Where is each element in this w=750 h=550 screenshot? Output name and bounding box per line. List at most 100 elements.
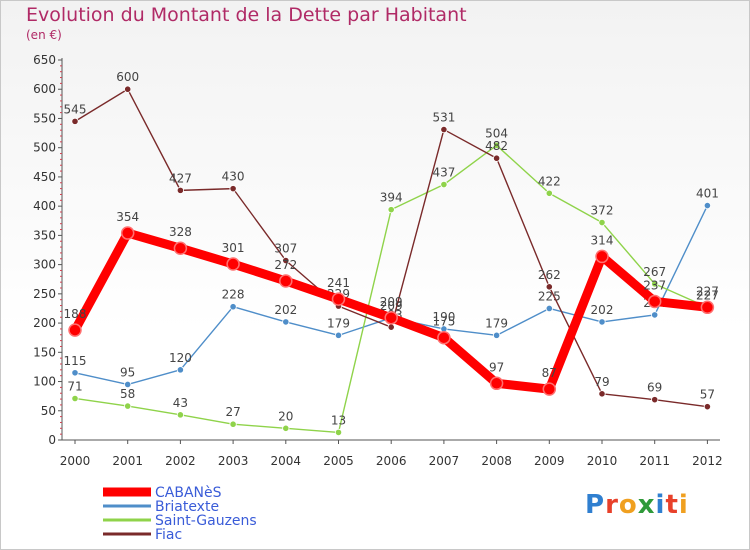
data-point xyxy=(176,366,184,374)
x-tick-label: 2004 xyxy=(271,454,302,468)
data-label: 175 xyxy=(432,315,455,329)
data-point xyxy=(651,311,659,319)
data-label: 58 xyxy=(120,387,135,401)
data-label: 13 xyxy=(331,413,346,427)
data-point xyxy=(282,424,290,432)
data-label: 69 xyxy=(647,381,662,395)
data-point xyxy=(703,201,712,210)
y-tick-label: 400 xyxy=(33,199,56,213)
data-point xyxy=(598,390,606,398)
data-label: 531 xyxy=(432,111,455,125)
data-point xyxy=(176,186,184,194)
data-label: 354 xyxy=(116,210,139,224)
x-tick-label: 2008 xyxy=(481,454,512,468)
data-point xyxy=(387,206,395,214)
y-tick-label: 100 xyxy=(33,375,56,389)
x-tick-label: 2000 xyxy=(60,454,91,468)
data-point xyxy=(173,241,188,255)
data-label: 227 xyxy=(696,284,719,298)
data-point xyxy=(176,411,184,419)
data-label: 20 xyxy=(278,409,293,423)
legend-label: Fiac xyxy=(155,527,182,543)
data-point xyxy=(647,294,662,309)
data-point xyxy=(595,249,609,264)
data-label: 394 xyxy=(380,191,403,205)
data-point xyxy=(68,323,82,337)
data-label: 262 xyxy=(538,268,561,282)
data-label: 202 xyxy=(274,303,297,317)
data-label: 301 xyxy=(222,241,245,255)
data-label: 430 xyxy=(222,170,245,184)
x-tick-label: 2006 xyxy=(376,454,407,468)
data-label: 545 xyxy=(64,102,87,116)
data-label: 179 xyxy=(327,316,350,330)
data-label: 115 xyxy=(64,354,87,368)
data-point xyxy=(598,218,606,227)
data-point xyxy=(120,226,135,240)
data-label: 307 xyxy=(274,242,297,256)
data-label: 314 xyxy=(591,233,614,247)
data-point xyxy=(492,141,501,149)
data-point xyxy=(124,402,132,410)
x-tick-label: 2001 xyxy=(112,454,143,468)
data-label: 95 xyxy=(120,365,135,379)
x-tick-label: 2012 xyxy=(692,454,723,468)
proxiti-logo: Proxiti xyxy=(585,490,689,520)
data-label: 43 xyxy=(173,396,188,410)
y-tick-label: 0 xyxy=(48,433,56,447)
data-point xyxy=(282,256,290,265)
data-label: 228 xyxy=(222,288,245,302)
x-tick-label: 2002 xyxy=(165,454,196,468)
data-point xyxy=(545,283,553,291)
data-point xyxy=(334,331,343,339)
data-point xyxy=(71,369,79,377)
x-tick-label: 2003 xyxy=(218,454,249,468)
series-line-2 xyxy=(74,144,709,434)
data-point xyxy=(437,330,451,345)
y-tick-label: 150 xyxy=(33,345,56,359)
data-point xyxy=(124,380,132,389)
data-point xyxy=(71,394,79,403)
x-tick-label: 2010 xyxy=(587,454,618,468)
data-point xyxy=(71,117,79,125)
data-label: 482 xyxy=(485,139,508,153)
data-label: 188 xyxy=(64,307,87,321)
data-label: 237 xyxy=(643,278,666,292)
y-tick-label: 500 xyxy=(33,141,56,155)
x-tick-label: 2009 xyxy=(534,454,565,468)
data-label: 179 xyxy=(485,316,508,330)
data-label: 328 xyxy=(169,225,192,239)
data-point xyxy=(492,331,501,339)
data-label: 600 xyxy=(116,70,139,84)
data-label: 190 xyxy=(432,310,455,324)
data-label: 120 xyxy=(169,351,192,365)
data-label: 272 xyxy=(274,258,297,272)
data-label: 504 xyxy=(485,126,508,140)
data-label: 225 xyxy=(538,289,561,303)
data-point xyxy=(542,382,557,396)
legend-label: Briatexte xyxy=(155,499,219,515)
data-label: 427 xyxy=(169,171,192,185)
data-label: 437 xyxy=(432,166,455,180)
chart-title: Evolution du Montant de la Dette par Hab… xyxy=(26,4,467,26)
data-point xyxy=(545,304,553,313)
data-label: 227 xyxy=(696,288,719,302)
y-tick-label: 650 xyxy=(33,53,56,67)
data-point xyxy=(384,311,398,325)
data-point xyxy=(492,154,501,162)
data-point xyxy=(124,85,132,93)
data-point xyxy=(229,185,237,193)
y-tick-label: 50 xyxy=(41,404,56,418)
data-label: 401 xyxy=(696,187,719,201)
y-tick-label: 300 xyxy=(33,258,56,272)
data-point xyxy=(703,403,712,411)
y-tick-label: 200 xyxy=(33,316,56,330)
data-point xyxy=(229,303,237,311)
data-point xyxy=(545,189,553,197)
data-label: 97 xyxy=(489,360,504,374)
y-tick-label: 600 xyxy=(33,82,56,96)
data-label: 71 xyxy=(67,379,82,393)
x-tick-label: 2007 xyxy=(429,454,460,468)
data-point xyxy=(387,323,395,331)
chart-unit: (en €) xyxy=(26,28,62,42)
